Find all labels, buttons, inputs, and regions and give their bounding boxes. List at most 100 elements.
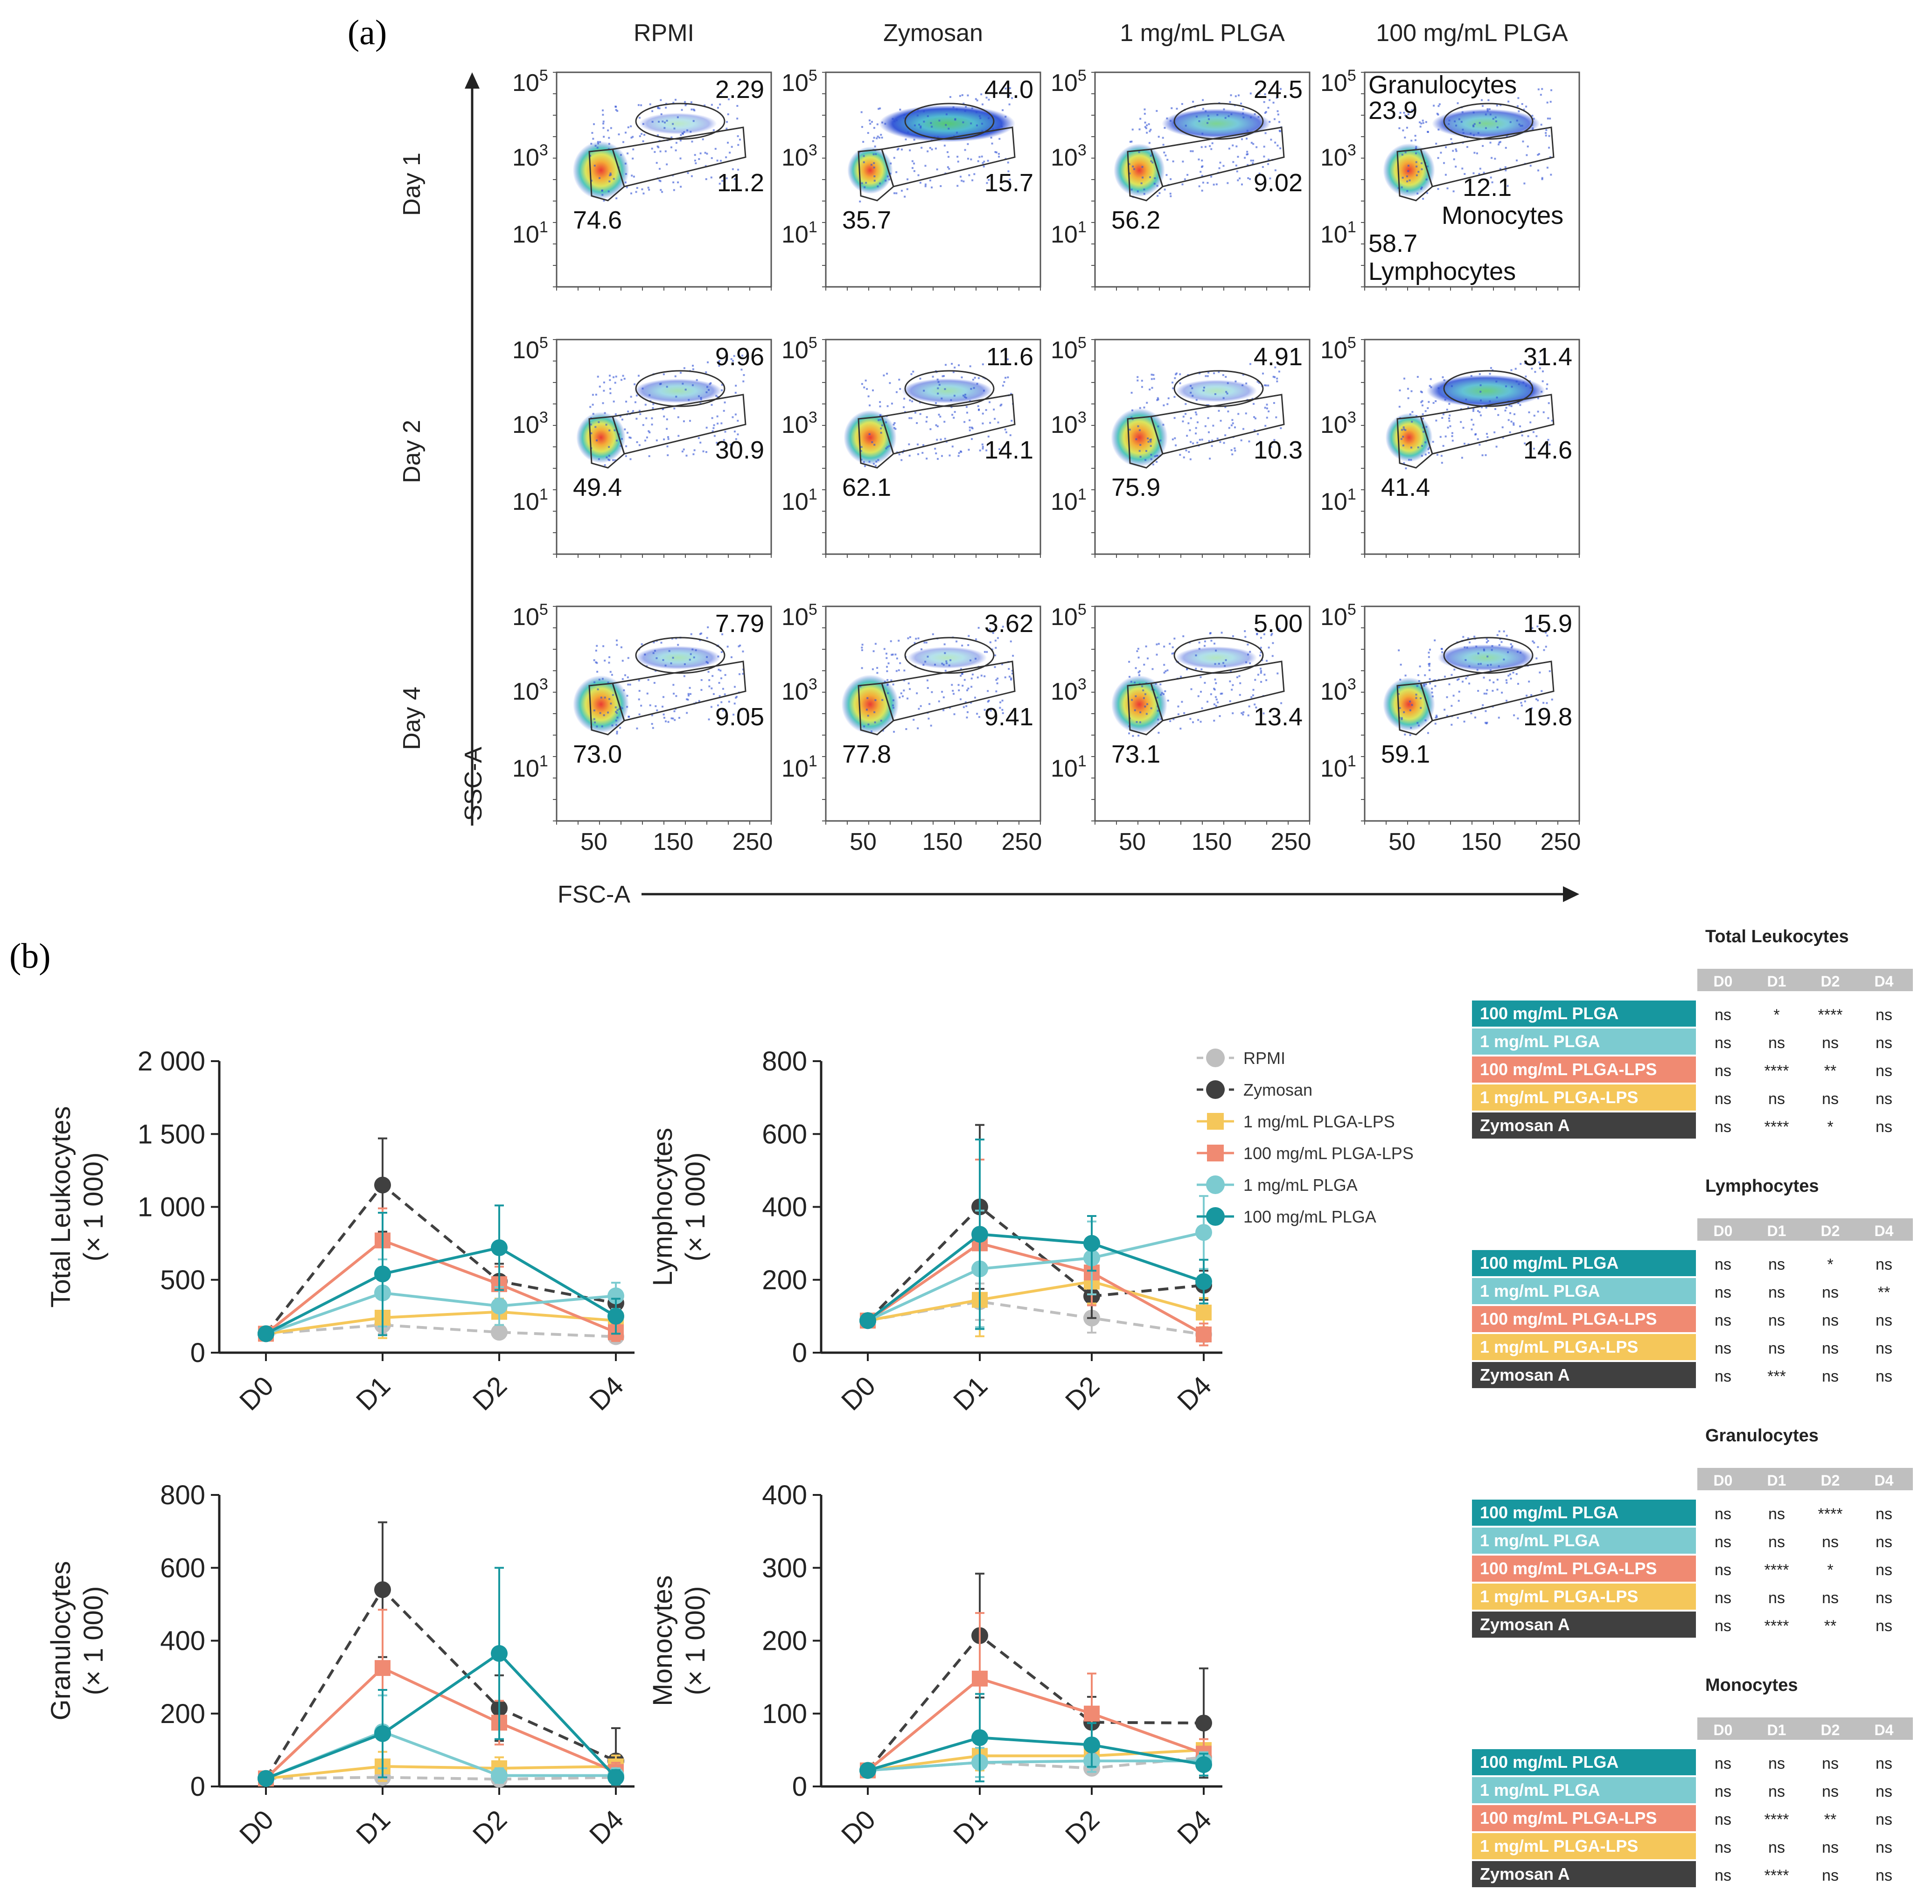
stat-cell: ns <box>1876 1090 1892 1108</box>
stat-cell: ns <box>1715 1118 1731 1136</box>
event-dot <box>608 429 611 431</box>
event-dot <box>947 166 949 168</box>
event-dot <box>637 104 640 106</box>
event-dot <box>985 449 988 452</box>
stat-row-label-bg <box>1472 1334 1696 1360</box>
event-dot <box>711 404 713 406</box>
event-dot <box>596 645 598 647</box>
event-dot <box>667 436 670 438</box>
event-dot <box>1441 648 1443 650</box>
granulocyte-density <box>1426 375 1546 407</box>
event-dot <box>1424 441 1427 444</box>
stat-cell: ns <box>1876 1368 1892 1385</box>
event-dot <box>672 123 674 125</box>
event-dot <box>1231 419 1234 421</box>
event-dot <box>1532 127 1534 130</box>
event-dot <box>873 162 875 164</box>
event-dot <box>1264 132 1267 134</box>
event-dot <box>1404 114 1407 117</box>
event-dot <box>1010 640 1012 643</box>
event-dot <box>1172 652 1175 654</box>
event-dot <box>886 670 888 673</box>
series-rpmi <box>258 1315 624 1345</box>
event-dot <box>1200 721 1202 723</box>
event-dot <box>1497 414 1500 416</box>
event-dot <box>892 653 894 656</box>
event-dot <box>1435 400 1437 403</box>
y-tick-label: 103 <box>1320 675 1356 705</box>
event-dot <box>969 400 971 402</box>
event-dot <box>867 132 869 134</box>
event-dot <box>598 177 600 179</box>
event-dot <box>963 421 966 423</box>
event-dot <box>886 405 889 407</box>
series-line <box>867 1759 1204 1772</box>
event-dot <box>1461 681 1464 683</box>
event-dot <box>1207 182 1209 184</box>
event-dot <box>1135 667 1137 669</box>
legend-item: 100 mg/mL PLGA-LPS <box>1197 1144 1414 1163</box>
event-dot <box>659 383 661 385</box>
event-dot <box>673 407 676 410</box>
event-dot <box>1183 712 1186 714</box>
event-dot <box>954 366 956 368</box>
event-dot <box>679 139 682 142</box>
y-tick-base: 10 <box>512 69 539 97</box>
y-tick-label: 103 <box>1051 409 1087 438</box>
y-tick-base: 10 <box>1051 604 1078 631</box>
event-dot <box>970 388 972 390</box>
event-dot <box>1143 188 1145 191</box>
stat-row-label-bg <box>1472 1112 1696 1139</box>
event-dot <box>937 136 939 138</box>
event-dot <box>627 657 629 659</box>
event-dot <box>1484 722 1486 724</box>
event-dot <box>1545 129 1548 131</box>
event-dot <box>1470 375 1472 377</box>
event-dot <box>716 160 718 162</box>
event-dot <box>952 689 954 692</box>
event-dot <box>1228 427 1230 429</box>
event-dot <box>1249 92 1252 95</box>
event-dot <box>860 459 863 461</box>
event-dot <box>860 111 863 113</box>
event-dot <box>1185 449 1187 452</box>
event-dot <box>1224 434 1227 437</box>
event-dot <box>1245 382 1248 385</box>
event-dot <box>1139 721 1141 723</box>
event-dot <box>1156 643 1158 646</box>
event-dot <box>1229 101 1231 103</box>
data-point <box>1195 1273 1212 1290</box>
event-dot <box>934 663 936 666</box>
event-dot <box>1460 421 1462 423</box>
event-dot <box>1151 374 1153 376</box>
event-dot <box>1139 407 1141 409</box>
event-dot <box>607 129 609 132</box>
y-tick-exp: 3 <box>809 409 817 426</box>
y-tick-exp: 1 <box>1347 752 1356 770</box>
granulocyte-gate <box>635 370 725 407</box>
event-dot <box>978 409 980 411</box>
event-dot <box>683 448 685 451</box>
event-dot <box>637 375 640 377</box>
event-dot <box>1485 454 1487 456</box>
event-dot <box>739 673 741 675</box>
event-dot <box>702 138 704 140</box>
x-tick-label: D2 <box>467 1370 513 1416</box>
y-tick-label: 103 <box>512 675 548 705</box>
event-dot <box>1519 404 1521 406</box>
event-dot <box>1004 428 1006 431</box>
y-tick-exp: 5 <box>1078 67 1087 84</box>
event-dot <box>662 705 664 708</box>
event-dot <box>1406 190 1409 192</box>
event-dot <box>1517 402 1520 404</box>
event-dot <box>1198 641 1200 644</box>
event-dot <box>948 167 950 170</box>
monocytes-value: 14.1 <box>984 436 1033 464</box>
event-dot <box>975 111 977 113</box>
event-dot <box>949 659 952 661</box>
event-dot <box>943 643 946 646</box>
event-dot <box>989 401 991 403</box>
y-tick-exp: 5 <box>809 334 817 352</box>
event-dot <box>592 394 594 396</box>
